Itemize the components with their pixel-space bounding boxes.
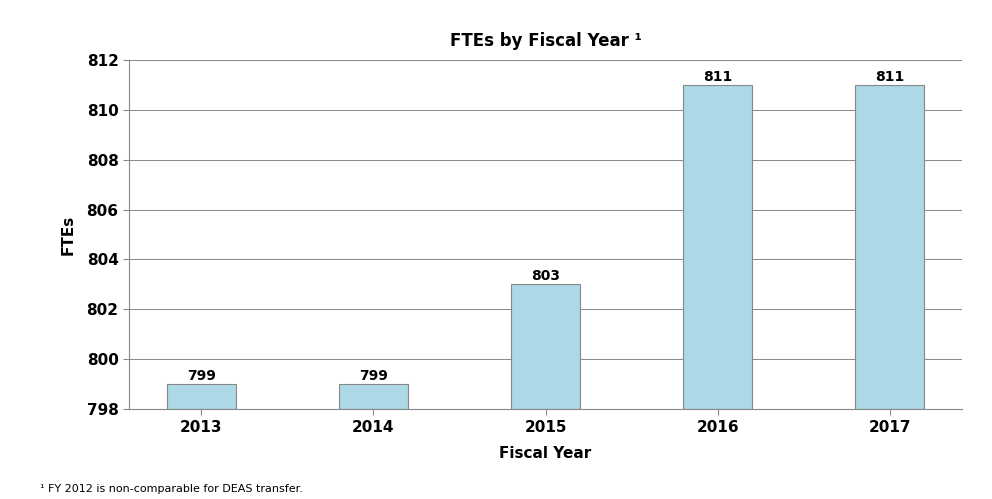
Y-axis label: FTEs: FTEs bbox=[61, 215, 75, 254]
Text: 799: 799 bbox=[186, 369, 215, 383]
Bar bbox=[339, 384, 408, 409]
Text: 803: 803 bbox=[531, 269, 560, 283]
Bar bbox=[855, 85, 925, 409]
Bar bbox=[683, 85, 752, 409]
X-axis label: Fiscal Year: Fiscal Year bbox=[500, 446, 591, 461]
Title: FTEs by Fiscal Year ¹: FTEs by Fiscal Year ¹ bbox=[449, 32, 642, 50]
Text: 811: 811 bbox=[875, 69, 905, 84]
Text: ¹ FY 2012 is non-comparable for DEAS transfer.: ¹ FY 2012 is non-comparable for DEAS tra… bbox=[40, 484, 303, 494]
Text: 811: 811 bbox=[703, 69, 732, 84]
Bar bbox=[511, 284, 580, 409]
Bar bbox=[167, 384, 236, 409]
Text: 799: 799 bbox=[359, 369, 388, 383]
